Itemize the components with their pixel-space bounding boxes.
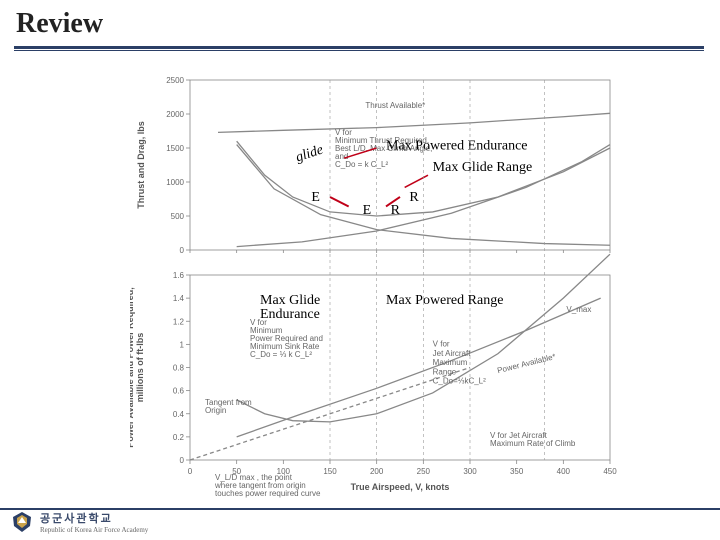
svg-text:2500: 2500	[166, 76, 184, 85]
svg-text:300: 300	[463, 467, 477, 476]
svg-text:True Airspeed, V, knots: True Airspeed, V, knots	[351, 482, 450, 492]
svg-text:0.8: 0.8	[173, 364, 185, 373]
svg-text:C_Do=⅓kC_L²: C_Do=⅓kC_L²	[433, 377, 486, 386]
svg-text:150: 150	[323, 467, 337, 476]
svg-text:Max Powered Range: Max Powered Range	[386, 293, 503, 308]
title-subrule	[14, 50, 704, 51]
svg-text:C_Do = ⅓ k C_L²: C_Do = ⅓ k C_L²	[250, 350, 312, 359]
svg-text:0: 0	[180, 456, 185, 465]
svg-text:R: R	[409, 190, 419, 205]
svg-text:Origin: Origin	[205, 406, 226, 415]
svg-text:450: 450	[603, 467, 617, 476]
svg-text:V for: V for	[433, 340, 450, 349]
svg-text:400: 400	[557, 467, 571, 476]
svg-text:0: 0	[180, 246, 185, 255]
svg-text:250: 250	[417, 467, 431, 476]
svg-text:1.6: 1.6	[173, 271, 185, 280]
footer-org: 공군사관학교	[40, 510, 148, 526]
svg-text:Thrust and Drag, lbs: Thrust and Drag, lbs	[136, 121, 146, 209]
svg-text:touches power required curve: touches power required curve	[215, 489, 321, 498]
svg-text:1.4: 1.4	[173, 294, 185, 303]
svg-text:V_max: V_max	[566, 305, 591, 314]
svg-text:Max Glide Range: Max Glide Range	[433, 160, 533, 175]
svg-text:200: 200	[370, 467, 384, 476]
svg-text:E: E	[311, 190, 320, 205]
svg-text:glide: glide	[294, 142, 325, 165]
svg-text:C_Do = k C_L²: C_Do = k C_L²	[335, 160, 388, 169]
page-title: Review	[16, 8, 103, 40]
svg-text:0.4: 0.4	[173, 410, 185, 419]
svg-text:0: 0	[188, 467, 193, 476]
svg-text:Thrust Available*: Thrust Available*	[365, 101, 425, 110]
svg-text:Power Available and Power Requ: Power Available and Power Required,milli…	[130, 287, 145, 447]
svg-text:R: R	[391, 203, 401, 218]
svg-text:E: E	[363, 203, 372, 218]
svg-text:Power Available*: Power Available*	[496, 352, 556, 375]
svg-text:0.6: 0.6	[173, 387, 185, 396]
title-rule	[14, 46, 704, 49]
main-chart: 050100150200250300350400450True Airspeed…	[130, 60, 630, 500]
svg-text:1.2: 1.2	[173, 317, 185, 326]
svg-text:Maximum Rate of Climb: Maximum Rate of Climb	[490, 439, 576, 448]
svg-text:Maximum: Maximum	[433, 358, 468, 367]
academy-crest-icon	[10, 510, 34, 534]
footer-sub: Republic of Korea Air Force Academy	[40, 526, 148, 534]
svg-text:1500: 1500	[166, 144, 184, 153]
svg-text:Max GlideEndurance: Max GlideEndurance	[260, 293, 320, 322]
footer: 공군사관학교 Republic of Korea Air Force Acade…	[10, 510, 148, 534]
svg-text:500: 500	[171, 212, 185, 221]
svg-text:Jet Aircraft: Jet Aircraft	[433, 349, 472, 358]
svg-text:0.2: 0.2	[173, 433, 185, 442]
svg-text:350: 350	[510, 467, 524, 476]
svg-text:Max Powered Endurance: Max Powered Endurance	[386, 138, 528, 153]
svg-text:Range: Range	[433, 367, 457, 376]
svg-text:1: 1	[180, 340, 185, 349]
svg-text:2000: 2000	[166, 110, 184, 119]
svg-text:1000: 1000	[166, 178, 184, 187]
